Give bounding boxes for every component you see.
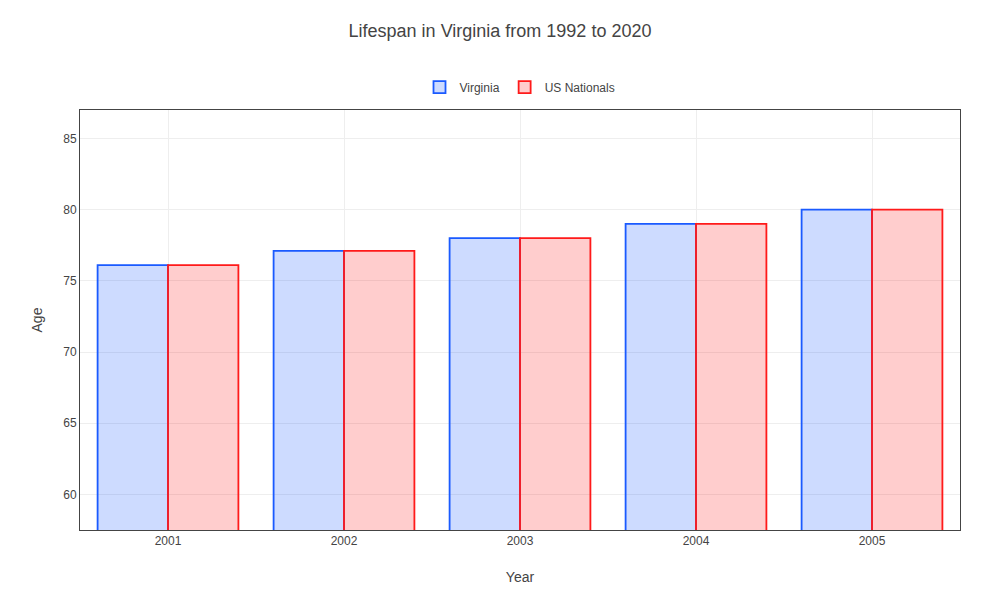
svg-text:75: 75 — [63, 274, 77, 288]
svg-text:Lifespan in Virginia from 1992: Lifespan in Virginia from 1992 to 2020 — [349, 21, 652, 41]
svg-text:2004: 2004 — [683, 534, 710, 548]
svg-text:65: 65 — [63, 416, 77, 430]
svg-text:85: 85 — [63, 132, 77, 146]
svg-text:2002: 2002 — [331, 534, 358, 548]
svg-text:2001: 2001 — [155, 534, 182, 548]
svg-text:Year: Year — [506, 569, 535, 585]
svg-text:70: 70 — [63, 345, 77, 359]
svg-text:Age: Age — [29, 307, 45, 332]
svg-text:2003: 2003 — [507, 534, 534, 548]
svg-text:US Nationals: US Nationals — [545, 81, 615, 95]
svg-text:Virginia: Virginia — [460, 81, 500, 95]
svg-text:2005: 2005 — [859, 534, 886, 548]
svg-text:80: 80 — [63, 203, 77, 217]
svg-text:60: 60 — [63, 488, 77, 502]
